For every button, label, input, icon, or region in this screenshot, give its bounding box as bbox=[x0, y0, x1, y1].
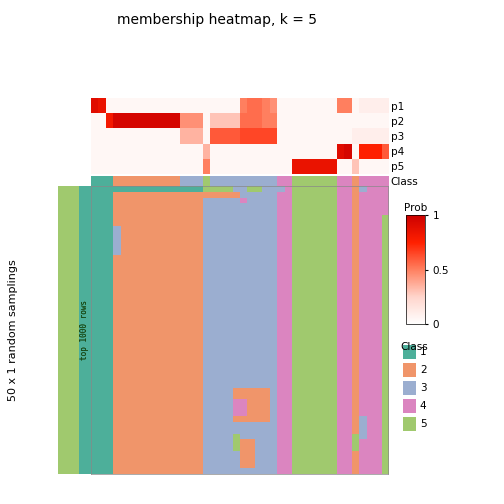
Text: 2: 2 bbox=[420, 365, 426, 375]
Text: 50 x 1 random samplings: 50 x 1 random samplings bbox=[8, 259, 18, 401]
Text: Class: Class bbox=[401, 342, 428, 352]
Text: 3: 3 bbox=[420, 383, 426, 393]
Text: 4: 4 bbox=[420, 401, 426, 411]
Text: 5: 5 bbox=[420, 419, 426, 429]
Title: Prob: Prob bbox=[404, 203, 427, 213]
Text: top 1000 rows: top 1000 rows bbox=[80, 300, 89, 360]
Text: membership heatmap, k = 5: membership heatmap, k = 5 bbox=[117, 13, 317, 27]
Text: 1: 1 bbox=[420, 347, 426, 357]
Text: top 1000 rows: top 1000 rows bbox=[80, 300, 89, 360]
